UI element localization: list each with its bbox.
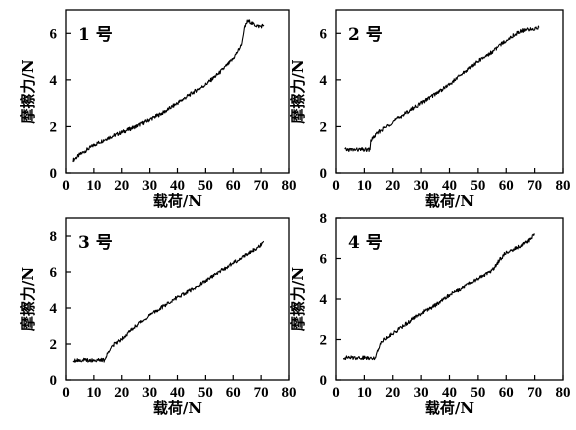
series-line <box>343 233 535 361</box>
x-tick-label: 70 <box>527 385 542 401</box>
y-axis-label: 摩擦力/N <box>19 267 37 331</box>
x-tick-label: 0 <box>62 385 70 401</box>
x-tick-label: 30 <box>142 385 157 401</box>
x-tick-label: 80 <box>556 178 571 194</box>
x-tick-label: 0 <box>332 178 340 194</box>
x-axis-label: 载荷/N <box>425 399 474 417</box>
y-axis-label: 摩擦力/N <box>19 59 37 123</box>
x-tick-label: 80 <box>282 178 297 194</box>
y-tick-label: 8 <box>320 211 328 227</box>
x-tick-label: 50 <box>470 178 485 194</box>
x-tick-label: 10 <box>86 385 101 401</box>
y-axis-label: 摩擦力/N <box>289 267 307 331</box>
x-axis-label: 载荷/N <box>425 192 474 210</box>
x-tick-label: 60 <box>499 385 514 401</box>
x-tick-label: 40 <box>170 385 185 401</box>
y-axis-label: 摩擦力/N <box>289 59 307 123</box>
panel-title: 2 号 <box>348 25 383 45</box>
y-tick-label: 4 <box>320 73 328 89</box>
y-tick-label: 6 <box>320 26 328 42</box>
x-tick-label: 10 <box>86 178 101 194</box>
y-tick-label: 4 <box>50 301 58 317</box>
x-tick-label: 30 <box>142 178 157 194</box>
y-tick-label: 8 <box>50 229 58 245</box>
chart-panel: 0 10 20 30 40 50 60 70 80 0 2 4 6 8 载荷/N 摩擦力/N 4 号 <box>289 211 571 417</box>
y-tick-label: 0 <box>320 373 328 389</box>
y-tick-label: 2 <box>50 337 58 353</box>
panel-title: 3 号 <box>78 233 113 253</box>
chart-panel: 0 10 20 30 40 50 60 70 80 0 2 4 6 8 载荷/N 摩擦力/N 3 号 <box>19 217 297 417</box>
x-tick-label: 0 <box>332 385 340 401</box>
x-tick-label: 80 <box>556 385 571 401</box>
x-tick-label: 60 <box>226 385 241 401</box>
series-line <box>344 25 540 153</box>
x-tick-label: 0 <box>62 178 70 194</box>
y-tick-label: 2 <box>50 119 58 135</box>
y-tick-label: 0 <box>50 373 58 389</box>
x-tick-label: 20 <box>114 385 129 401</box>
y-tick-label: 4 <box>320 292 328 308</box>
x-tick-label: 30 <box>414 385 429 401</box>
y-tick-label: 6 <box>50 265 58 281</box>
chart-panel: 0 10 20 30 40 50 60 70 80 0 2 4 6 载荷/N 摩擦力/N 1 号 <box>19 9 297 210</box>
y-tick-label: 6 <box>320 252 328 268</box>
series-line <box>72 19 265 163</box>
series-line <box>72 240 265 363</box>
x-tick-label: 50 <box>198 178 213 194</box>
chart-panel: 0 10 20 30 40 50 60 70 80 0 2 4 6 载荷/N 摩擦力/N 2 号 <box>289 9 571 210</box>
y-tick-label: 4 <box>50 73 58 89</box>
x-tick-label: 40 <box>170 178 185 194</box>
x-tick-label: 40 <box>442 178 457 194</box>
x-tick-label: 70 <box>254 385 269 401</box>
y-tick-label: 6 <box>50 26 58 42</box>
panel-title: 4 号 <box>348 233 383 253</box>
x-tick-label: 20 <box>385 178 400 194</box>
x-tick-label: 40 <box>442 385 457 401</box>
panel-title: 1 号 <box>78 25 113 45</box>
x-tick-label: 20 <box>385 385 400 401</box>
x-tick-label: 10 <box>357 385 372 401</box>
x-tick-label: 70 <box>527 178 542 194</box>
x-tick-label: 70 <box>254 178 269 194</box>
x-tick-label: 60 <box>499 178 514 194</box>
x-tick-label: 50 <box>470 385 485 401</box>
x-tick-label: 20 <box>114 178 129 194</box>
x-tick-label: 50 <box>198 385 213 401</box>
x-tick-label: 60 <box>226 178 241 194</box>
x-tick-label: 30 <box>414 178 429 194</box>
y-tick-label: 0 <box>320 166 328 182</box>
y-tick-label: 2 <box>320 119 328 135</box>
y-tick-label: 0 <box>50 166 58 182</box>
x-tick-label: 10 <box>357 178 372 194</box>
x-axis-label: 载荷/N <box>153 192 202 210</box>
x-tick-label: 80 <box>282 385 297 401</box>
y-tick-label: 2 <box>320 333 328 349</box>
x-axis-label: 载荷/N <box>153 399 202 417</box>
